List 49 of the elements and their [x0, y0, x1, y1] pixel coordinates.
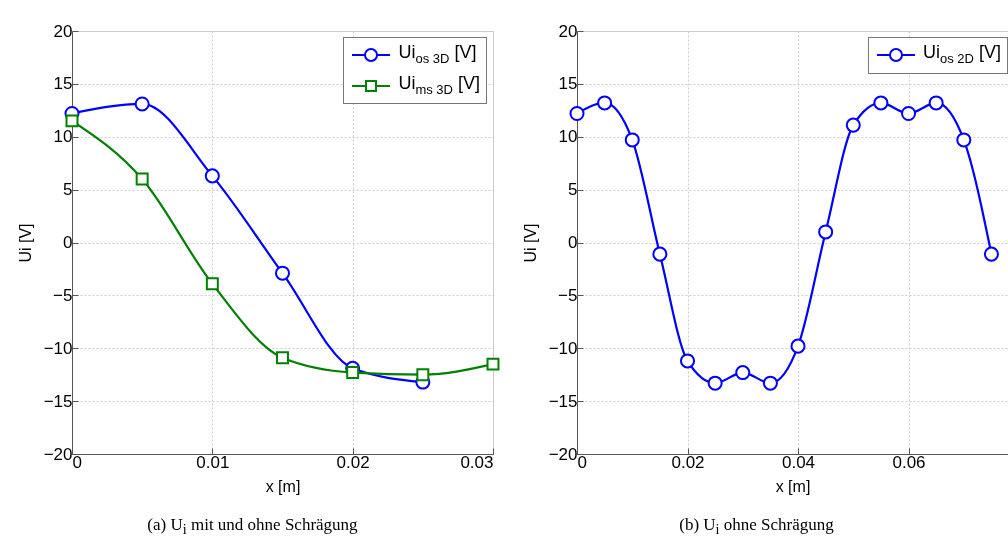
y-tick-label: −15 [548, 391, 578, 411]
y-tick-label: 15 [53, 74, 73, 94]
x-tick-label: 0.03 [460, 452, 494, 472]
point [928, 95, 944, 111]
x-tick-label: 0.02 [336, 452, 370, 472]
legend-label: Ui$_{os 3D}$ [V] [398, 41, 477, 68]
y-tick-label: −10 [43, 338, 73, 358]
point [679, 353, 696, 369]
y-axis-title: Ui [V] [521, 223, 539, 263]
x-axis-title: x [m] [265, 477, 301, 495]
point [790, 338, 806, 354]
point [818, 224, 834, 240]
y-tick-label: −20 [43, 444, 73, 464]
y-tick-label: −15 [43, 391, 73, 411]
point [707, 375, 723, 391]
x-tick-label: 0.02 [671, 452, 705, 472]
point [901, 105, 917, 121]
point [735, 365, 751, 381]
point [624, 132, 640, 148]
point [873, 95, 889, 111]
x-tick-label: 0.06 [892, 452, 926, 472]
y-tick-label: 0 [568, 233, 578, 252]
y-tick-label: −10 [548, 338, 578, 358]
point [569, 105, 585, 121]
point [597, 95, 613, 111]
legend-label: Ui$_{ms 3D}$ [V] [398, 71, 480, 99]
y-tick-label: 5 [568, 180, 578, 200]
point [983, 246, 999, 262]
point [762, 375, 778, 391]
y-tick-label: 15 [558, 74, 578, 94]
y-tick-label: −5 [53, 285, 73, 305]
text: (b) U$_{i}$ ohne Schrägung [678, 515, 835, 539]
y-tick-label: −5 [558, 285, 578, 305]
legend-label: Ui$_{os 2D}$ [V] [923, 41, 1001, 68]
point [956, 132, 972, 148]
x-axis-title: x [m] [775, 477, 811, 495]
y-tick-label: 20 [53, 21, 73, 41]
y-tick-label: 10 [558, 127, 578, 147]
y-tick-label: 5 [63, 180, 73, 200]
x-tick-label: 0.04 [781, 452, 816, 472]
point [845, 117, 861, 133]
y-tick-label: 10 [53, 127, 73, 147]
y-tick-label: −20 [548, 444, 578, 464]
text: (a) U$_{i}$ mit und ohne Schrägung [146, 515, 359, 539]
y-tick-label: 0 [63, 233, 73, 252]
point [652, 246, 668, 262]
y-axis-title: Ui [V] [16, 223, 34, 263]
x-tick-label: 0.01 [196, 452, 230, 472]
y-tick-label: 20 [558, 21, 578, 41]
